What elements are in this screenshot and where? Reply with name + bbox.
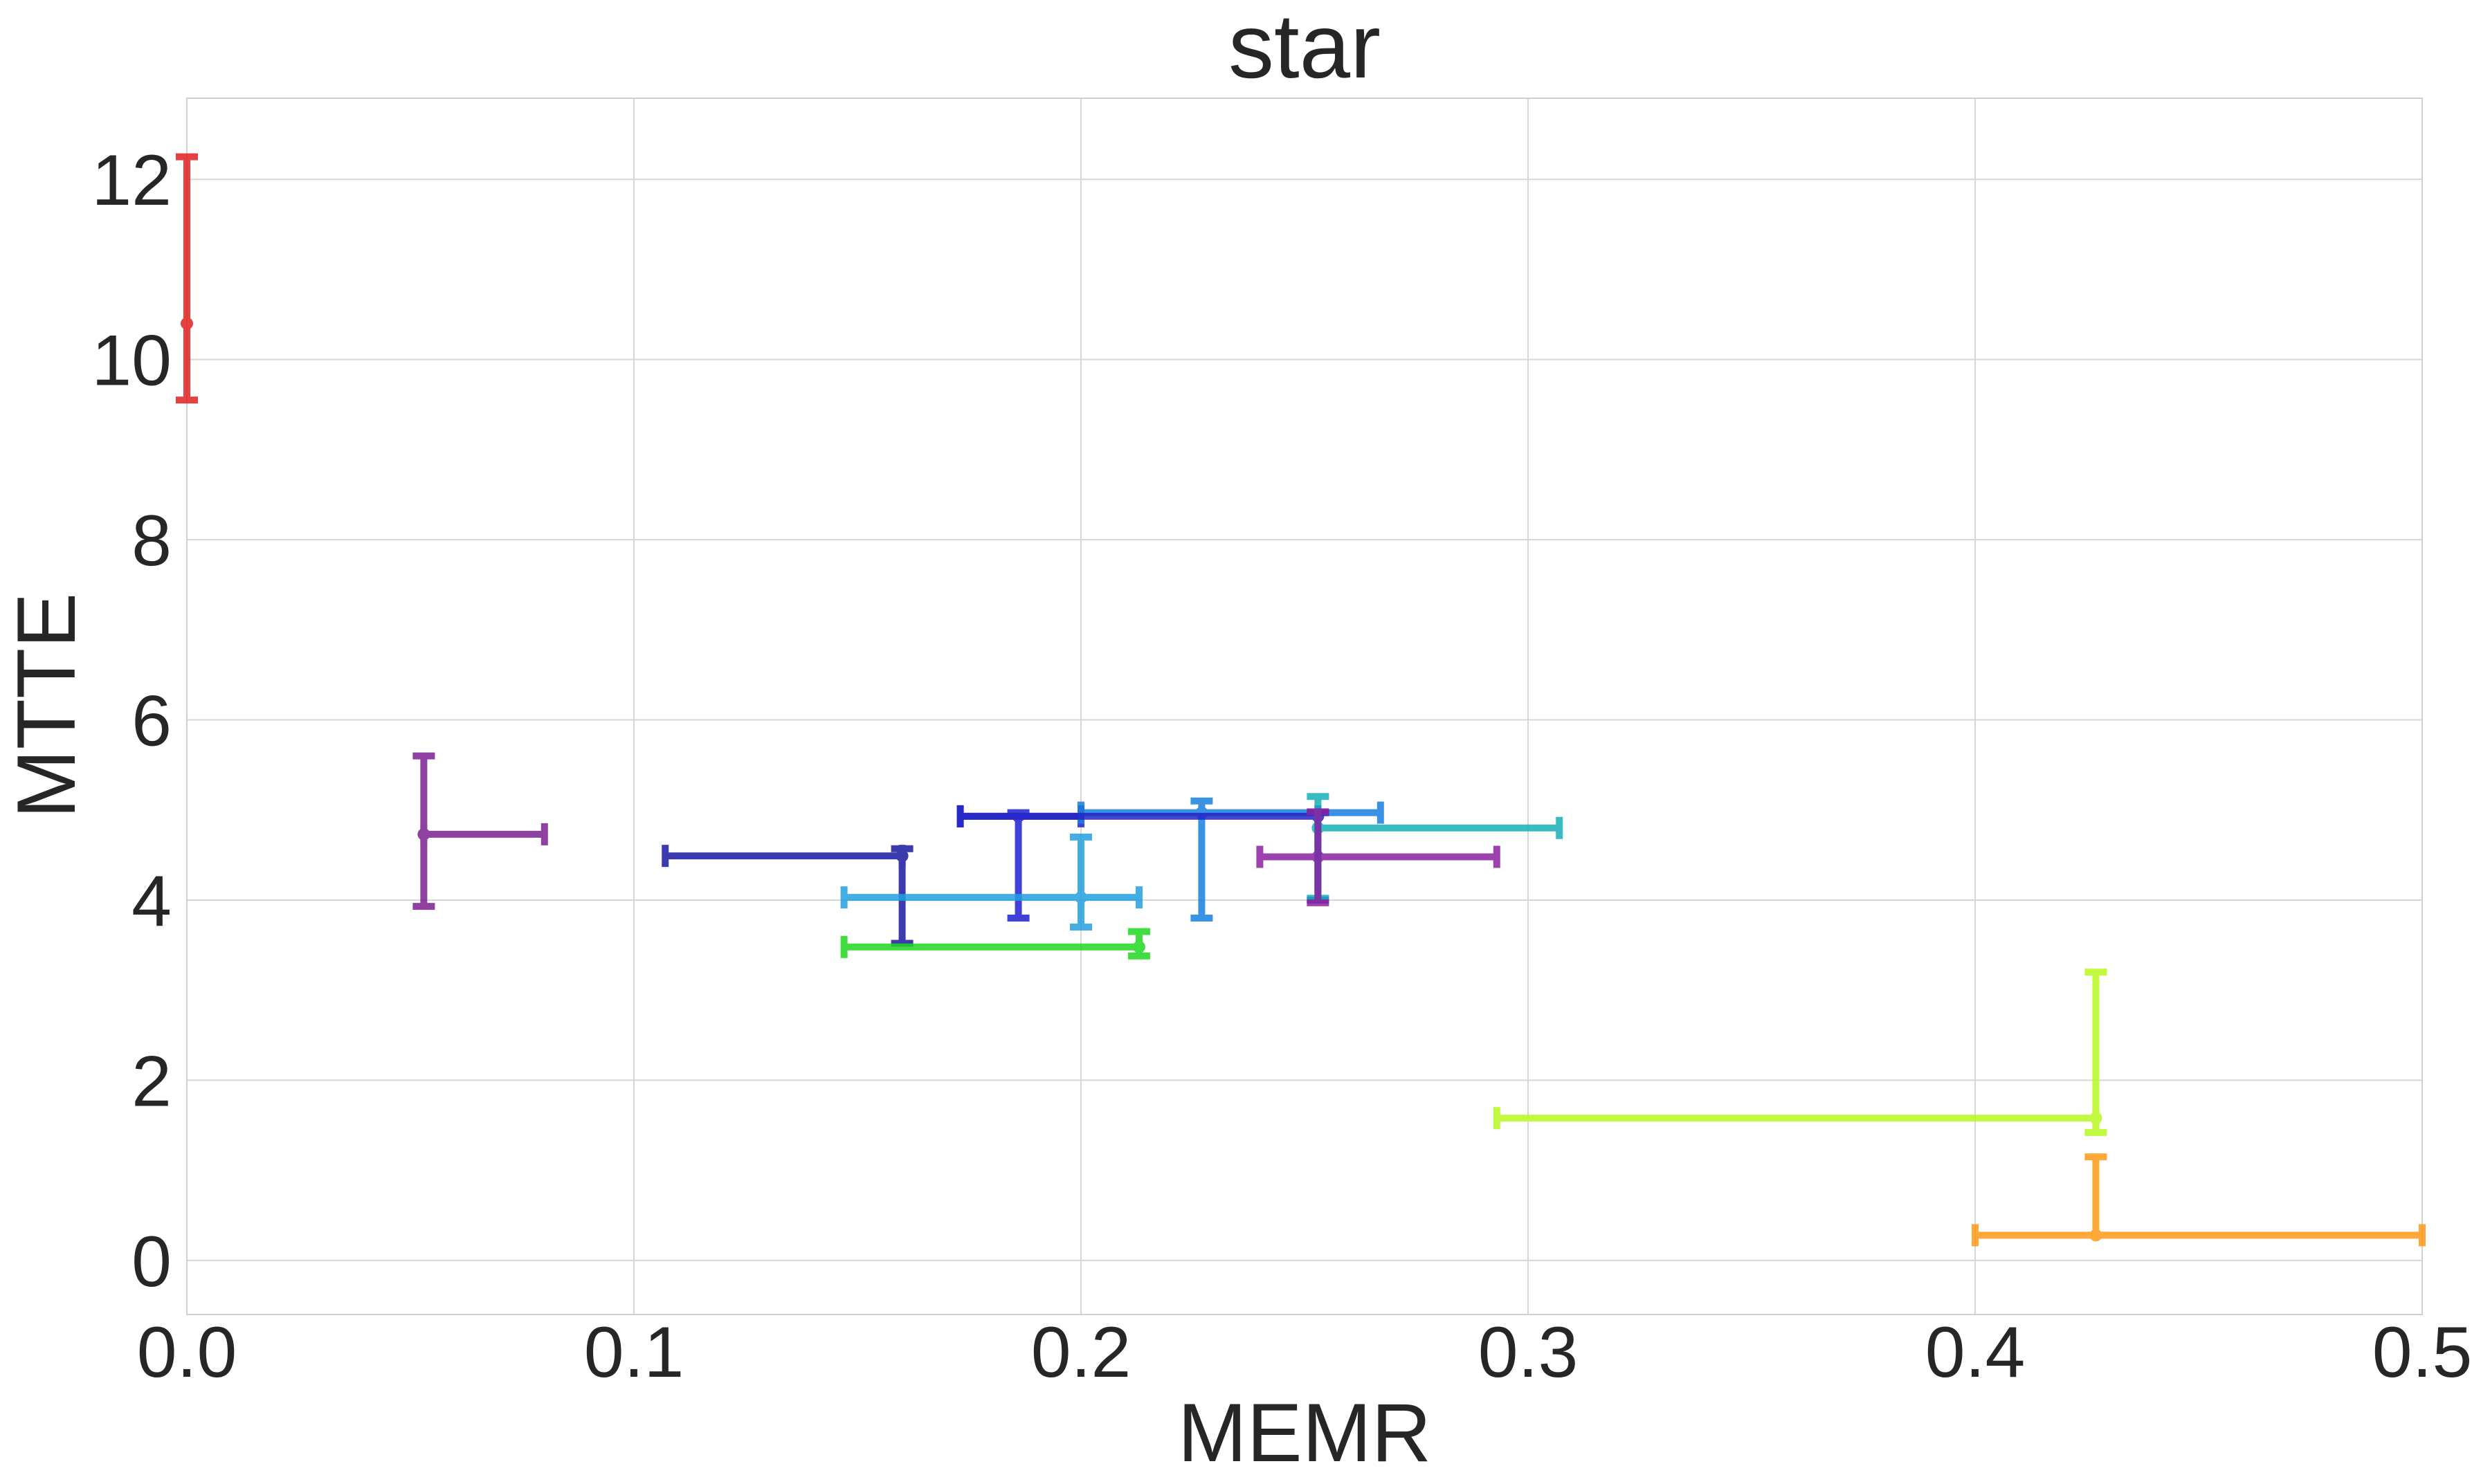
data-point-0	[181, 317, 193, 330]
errorbar-point-10	[1493, 969, 2107, 1136]
data-point-10	[2089, 1112, 2102, 1125]
errorbar-point-0	[176, 153, 198, 404]
plot-frame	[186, 98, 2423, 1315]
errorbar-point-5	[840, 928, 1150, 960]
data-point-9	[1311, 850, 1325, 863]
x-tick-labels: 0.0 0.1 0.2 0.3 0.4 0.5	[137, 1312, 2473, 1393]
data-point-4	[1075, 891, 1087, 904]
series-layer	[176, 153, 2426, 1247]
x-tick-label-0: 0.0	[137, 1312, 237, 1393]
x-axis-label: MEMR	[1178, 1386, 1432, 1479]
x-tick-label-1: 0.1	[584, 1312, 684, 1393]
data-point-5	[1132, 940, 1145, 953]
y-tick-label-5: 10	[91, 321, 172, 401]
y-tick-label-4: 8	[131, 501, 172, 581]
errorbar-point-4	[840, 833, 1143, 931]
data-point-2	[896, 850, 909, 863]
x-tick-label-2: 0.2	[1031, 1312, 1132, 1393]
y-axis-label: MTTE	[0, 593, 93, 819]
y-tick-label-1: 2	[131, 1041, 172, 1121]
errorbar-point-6	[1078, 797, 1384, 922]
y-tick-label-6: 12	[91, 140, 172, 221]
chart-title: star	[1228, 0, 1381, 97]
y-tick-labels: 0 2 4 6 8 10 12	[91, 140, 172, 1302]
data-point-11	[2089, 1229, 2102, 1242]
errorbar-point-1	[412, 752, 548, 910]
errorbar-point-9	[1256, 808, 1500, 906]
errorbar-point-11	[1972, 1153, 2426, 1247]
x-tick-label-5: 0.5	[2372, 1312, 2473, 1393]
data-point-1	[417, 827, 430, 841]
y-tick-label-3: 6	[131, 681, 172, 762]
y-tick-label-2: 4	[131, 861, 172, 942]
x-tick-label-4: 0.4	[1925, 1312, 2026, 1393]
y-tick-label-0: 0	[131, 1222, 172, 1302]
x-tick-label-3: 0.3	[1478, 1312, 1579, 1393]
